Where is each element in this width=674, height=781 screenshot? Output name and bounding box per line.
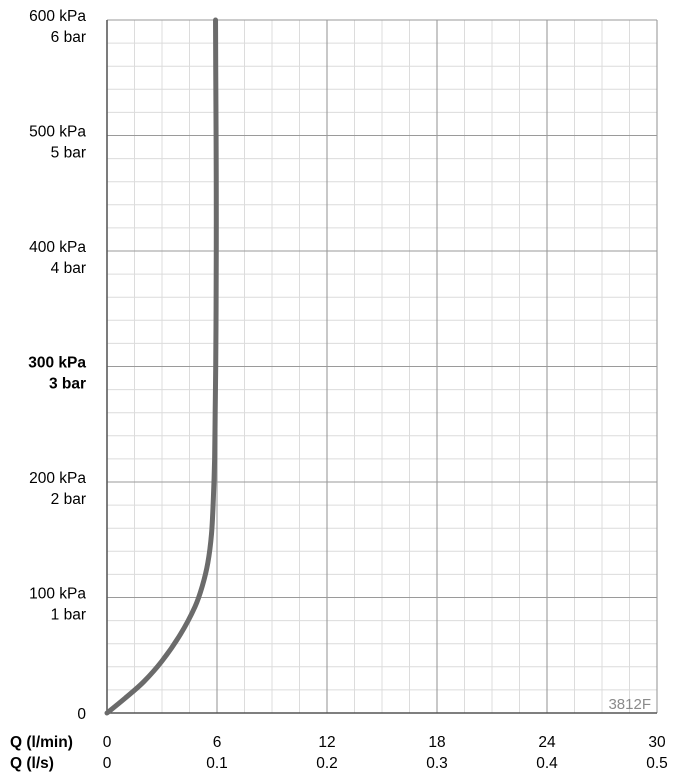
x-axis-title-lmin: Q (l/min)	[10, 734, 73, 751]
y-tick-label-kpa: 300 kPa	[28, 355, 86, 372]
y-tick-labels: 0 100 kPa 1 bar 200 kPa 2 bar 300 kPa 3 bar 400…	[28, 8, 86, 723]
y-tick-label-bar: 4 bar	[51, 260, 86, 277]
x-tick-label-ls: 0.1	[206, 755, 228, 772]
x-tick-label-ls: 0.3	[426, 755, 448, 772]
x-axis-title-ls: Q (l/s)	[10, 755, 54, 772]
series-line-0	[104, 17, 219, 716]
y-tick-label-kpa: 200 kPa	[29, 470, 86, 487]
y-tick-label-kpa: 100 kPa	[29, 586, 86, 603]
y-tick-label-bar: 6 bar	[51, 29, 86, 46]
y-tick-label-kpa: 0	[77, 706, 86, 723]
x-tick-label-lmin: 6	[213, 734, 222, 751]
series-layer	[104, 17, 219, 716]
y-tick-label-bar: 5 bar	[51, 145, 86, 162]
x-tick-label-ls: 0	[103, 755, 112, 772]
figure-code-label: 3812F	[608, 696, 651, 713]
y-tick-label-kpa: 600 kPa	[29, 8, 86, 25]
y-tick-label-bar: 3 bar	[49, 376, 86, 393]
x-tick-label-lmin: 24	[538, 734, 556, 751]
x-tick-label-ls: 0.4	[536, 755, 558, 772]
x-tick-label-lmin: 30	[648, 734, 666, 751]
x-tick-label-ls: 0.5	[646, 755, 668, 772]
major-gridlines	[106, 19, 658, 714]
y-tick-label-bar: 1 bar	[51, 607, 86, 624]
x-tick-label-lmin: 18	[428, 734, 445, 751]
y-tick-label-bar: 2 bar	[51, 491, 86, 508]
x-tick-label-lmin: 12	[318, 734, 335, 751]
x-tick-label-lmin: 0	[103, 734, 112, 751]
x-tick-labels: Q (l/min) Q (l/s) 0 0 6 0.1 12 0.2 18 0.3 24 0.4 3…	[10, 734, 668, 772]
y-tick-label-kpa: 400 kPa	[29, 239, 86, 256]
x-tick-label-ls: 0.2	[316, 755, 338, 772]
y-tick-label-kpa: 500 kPa	[29, 124, 86, 141]
